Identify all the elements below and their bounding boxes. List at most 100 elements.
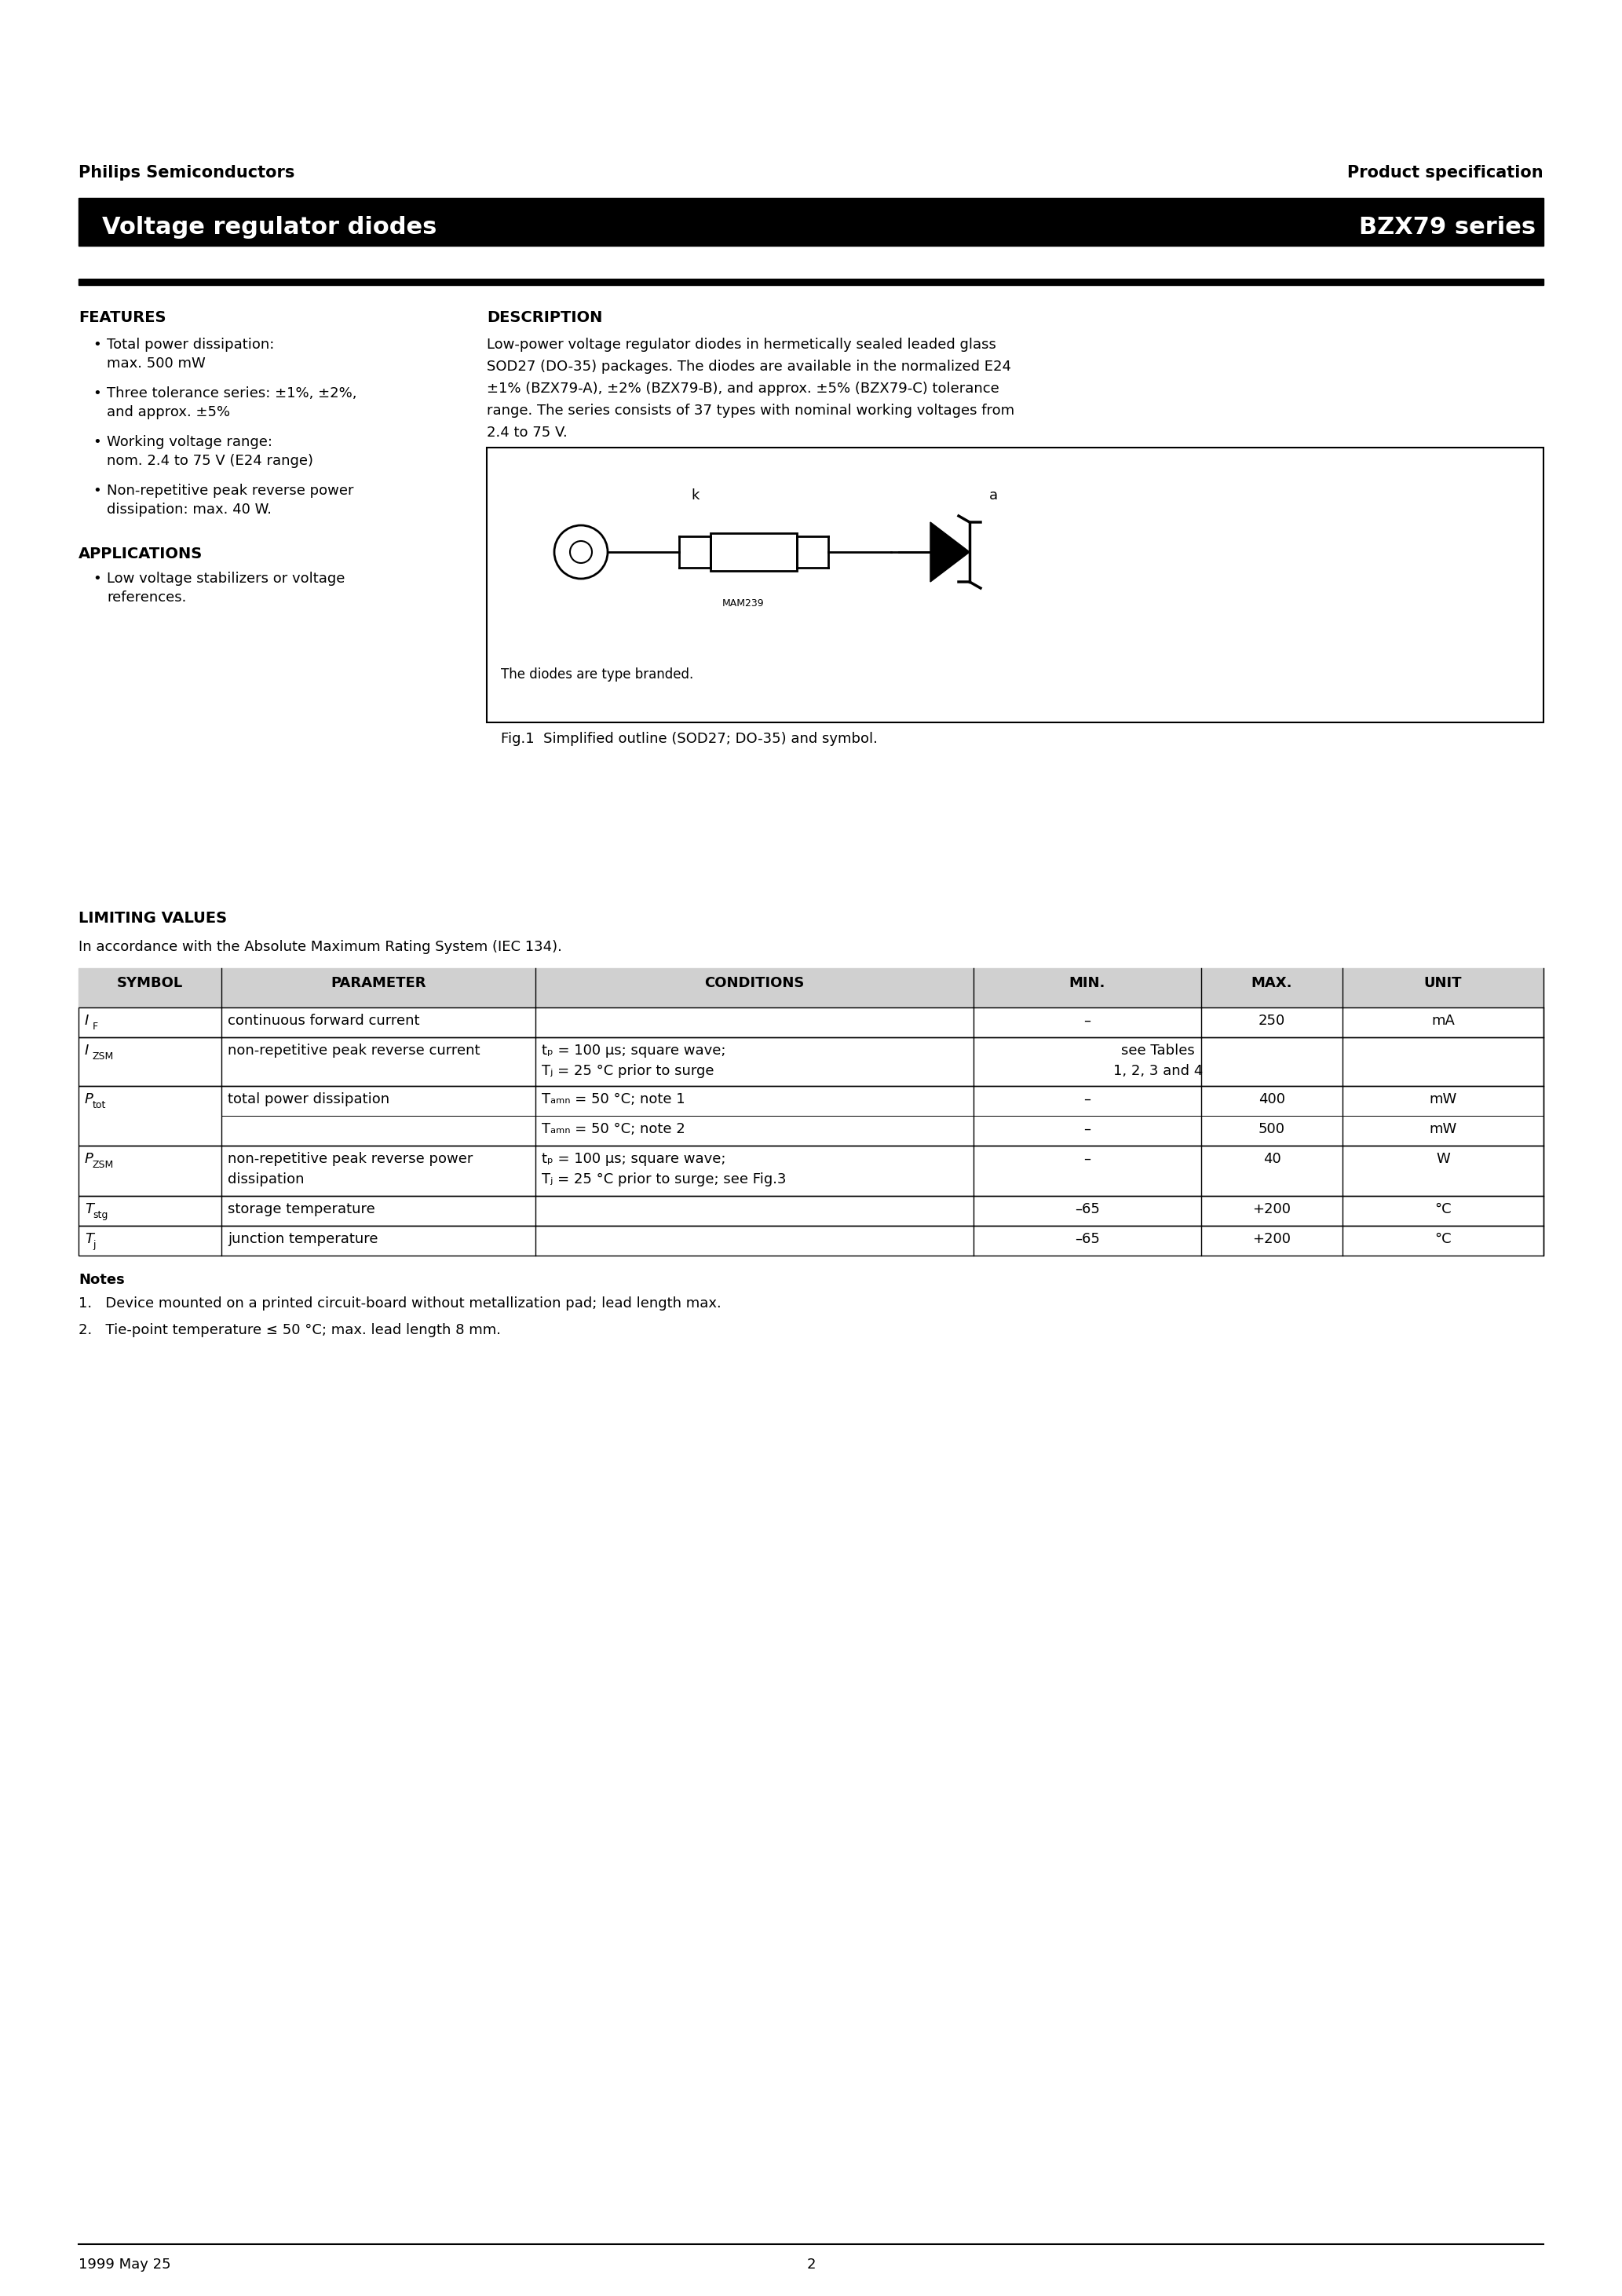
Text: ZSM: ZSM	[92, 1052, 114, 1061]
Bar	[78, 197, 1544, 202]
Text: 400: 400	[1259, 1093, 1285, 1107]
Text: Low-power voltage regulator diodes in hermetically sealed leaded glass: Low-power voltage regulator diodes in he…	[487, 338, 996, 351]
Text: +200: +200	[1252, 1203, 1291, 1217]
Text: 1, 2, 3 and 4: 1, 2, 3 and 4	[1113, 1063, 1204, 1079]
Text: •: •	[92, 338, 101, 351]
Text: ±1% (BZX79-A), ±2% (BZX79-B), and approx. ±5% (BZX79-C) tolerance: ±1% (BZX79-A), ±2% (BZX79-B), and approx…	[487, 381, 999, 395]
Polygon shape	[931, 521, 970, 581]
Text: Notes: Notes	[78, 1272, 125, 1288]
Text: SOD27 (DO-35) packages. The diodes are available in the normalized E24: SOD27 (DO-35) packages. The diodes are a…	[487, 360, 1011, 374]
Bar	[487, 448, 1544, 723]
Text: –: –	[1083, 1093, 1092, 1107]
Text: see Tables: see Tables	[1121, 1045, 1195, 1058]
Text: non-repetitive peak reverse power: non-repetitive peak reverse power	[227, 1153, 474, 1166]
Text: T: T	[84, 1233, 94, 1247]
Text: The diodes are type branded.: The diodes are type branded.	[501, 668, 694, 682]
Text: Total power dissipation:: Total power dissipation:	[107, 338, 274, 351]
Text: 40: 40	[1264, 1153, 1281, 1166]
Text: tot: tot	[92, 1100, 107, 1111]
Text: 1999 May 25: 1999 May 25	[78, 2257, 170, 2271]
Text: P: P	[84, 1093, 94, 1107]
Text: 2.4 to 75 V.: 2.4 to 75 V.	[487, 425, 568, 441]
Text: –: –	[1083, 1153, 1092, 1166]
Text: F: F	[92, 1022, 99, 1031]
Text: MIN.: MIN.	[1069, 976, 1106, 990]
Text: I: I	[84, 1045, 89, 1058]
Text: dissipation: dissipation	[227, 1173, 305, 1187]
Text: 250: 250	[1259, 1015, 1285, 1029]
Text: a: a	[989, 489, 998, 503]
Text: k: k	[691, 489, 699, 503]
Text: Working voltage range:: Working voltage range:	[107, 434, 272, 450]
Text: °C: °C	[1434, 1233, 1452, 1247]
Text: –: –	[1083, 1123, 1092, 1137]
Bar	[78, 1008, 1544, 1038]
Text: Fig.1  Simplified outline (SOD27; DO-35) and symbol.: Fig.1 Simplified outline (SOD27; DO-35) …	[501, 732, 878, 746]
Text: continuous forward current: continuous forward current	[227, 1015, 420, 1029]
Text: MAM239: MAM239	[722, 599, 764, 608]
Text: –65: –65	[1075, 1203, 1100, 1217]
Text: tₚ = 100 μs; square wave;: tₚ = 100 μs; square wave;	[542, 1045, 725, 1058]
Text: 1.   Device mounted on a printed circuit-board without metallization pad; lead l: 1. Device mounted on a printed circuit-b…	[78, 1297, 722, 1311]
Text: •: •	[92, 434, 101, 450]
Text: non-repetitive peak reverse current: non-repetitive peak reverse current	[227, 1045, 480, 1058]
Text: 2.   Tie-point temperature ≤ 50 °C; max. lead length 8 mm.: 2. Tie-point temperature ≤ 50 °C; max. l…	[78, 1322, 501, 1336]
Text: –: –	[1083, 1015, 1092, 1029]
Text: W: W	[1435, 1153, 1450, 1166]
Text: •: •	[92, 484, 101, 498]
Text: Tⱼ = 25 °C prior to surge; see Fig.3: Tⱼ = 25 °C prior to surge; see Fig.3	[542, 1173, 787, 1187]
Text: I: I	[84, 1015, 89, 1029]
Bar	[78, 1146, 1544, 1196]
Text: In accordance with the Absolute Maximum Rating System (IEC 134).: In accordance with the Absolute Maximum …	[78, 939, 563, 955]
Bar	[78, 202, 1544, 246]
Text: –65: –65	[1075, 1233, 1100, 1247]
Text: max. 500 mW: max. 500 mW	[107, 356, 206, 370]
Text: stg: stg	[92, 1210, 107, 1219]
Text: and approx. ±5%: and approx. ±5%	[107, 404, 230, 420]
Text: mA: mA	[1431, 1015, 1455, 1029]
Text: Non-repetitive peak reverse power: Non-repetitive peak reverse power	[107, 484, 354, 498]
Text: Voltage regulator diodes: Voltage regulator diodes	[102, 216, 436, 239]
Text: junction temperature: junction temperature	[227, 1233, 378, 1247]
Text: references.: references.	[107, 590, 187, 604]
Text: tₚ = 100 μs; square wave;: tₚ = 100 μs; square wave;	[542, 1153, 725, 1166]
Text: Tₐₘₙ = 50 °C; note 2: Tₐₘₙ = 50 °C; note 2	[542, 1123, 684, 1137]
Text: APPLICATIONS: APPLICATIONS	[78, 546, 203, 563]
Text: P: P	[84, 1153, 94, 1166]
Bar	[78, 1086, 1544, 1146]
Text: Philips Semiconductors: Philips Semiconductors	[78, 165, 295, 181]
Text: Low voltage stabilizers or voltage: Low voltage stabilizers or voltage	[107, 572, 345, 585]
Text: range. The series consists of 37 types with nominal working voltages from: range. The series consists of 37 types w…	[487, 404, 1014, 418]
Bar	[78, 1038, 1544, 1086]
Text: LIMITING VALUES: LIMITING VALUES	[78, 912, 227, 925]
Text: FEATURES: FEATURES	[78, 310, 165, 326]
Text: Three tolerance series: ±1%, ±2%,: Three tolerance series: ±1%, ±2%,	[107, 386, 357, 400]
Text: UNIT: UNIT	[1424, 976, 1461, 990]
Text: Tⱼ = 25 °C prior to surge: Tⱼ = 25 °C prior to surge	[542, 1063, 714, 1079]
Text: +200: +200	[1252, 1233, 1291, 1247]
Text: dissipation: max. 40 W.: dissipation: max. 40 W.	[107, 503, 271, 517]
Text: ZSM: ZSM	[92, 1159, 114, 1171]
Text: nom. 2.4 to 75 V (E24 range): nom. 2.4 to 75 V (E24 range)	[107, 455, 313, 468]
Bar	[78, 1226, 1544, 1256]
Text: •: •	[92, 572, 101, 585]
Text: BZX79 series: BZX79 series	[1359, 216, 1536, 239]
Text: j: j	[92, 1240, 96, 1249]
Text: mW: mW	[1429, 1123, 1457, 1137]
Text: 2: 2	[806, 2257, 816, 2271]
Text: total power dissipation: total power dissipation	[227, 1093, 389, 1107]
Text: PARAMETER: PARAMETER	[331, 976, 427, 990]
Text: Product specification: Product specification	[1348, 165, 1544, 181]
Bar	[78, 969, 1544, 1008]
Text: MAX.: MAX.	[1251, 976, 1293, 990]
Text: Tₐₘₙ = 50 °C; note 1: Tₐₘₙ = 50 °C; note 1	[542, 1093, 684, 1107]
Bar	[710, 533, 796, 572]
Text: °C: °C	[1434, 1203, 1452, 1217]
Text: SYMBOL: SYMBOL	[117, 976, 183, 990]
Text: CONDITIONS: CONDITIONS	[704, 976, 805, 990]
Bar	[78, 278, 1544, 285]
Text: T: T	[84, 1203, 94, 1217]
Text: storage temperature: storage temperature	[227, 1203, 375, 1217]
Text: 500: 500	[1259, 1123, 1285, 1137]
Text: DESCRIPTION: DESCRIPTION	[487, 310, 602, 326]
